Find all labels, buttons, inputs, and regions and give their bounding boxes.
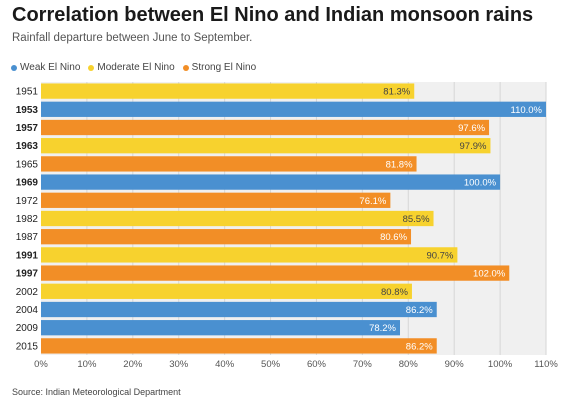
bar-value-label: 110.0% <box>510 105 542 116</box>
bar <box>41 301 437 318</box>
bar <box>41 83 415 99</box>
y-tick-label: 2015 <box>16 341 39 352</box>
chart-subtitle: Rainfall departure between June to Septe… <box>12 32 253 44</box>
y-tick-label: 1991 <box>16 250 39 261</box>
legend: Weak El Nino Moderate El Nino Strong El … <box>11 62 256 73</box>
bar-value-label: 81.3% <box>383 87 410 98</box>
bar-value-label: 78.2% <box>369 323 396 334</box>
bar <box>41 265 510 281</box>
bar <box>41 338 437 354</box>
bar <box>41 192 391 208</box>
y-tick-label: 1987 <box>16 232 39 243</box>
bar-value-label: 86.2% <box>406 305 433 316</box>
legend-label-moderate: Moderate El Nino <box>97 62 175 73</box>
legend-label-weak: Weak El Nino <box>20 62 81 73</box>
x-tick-label: 10% <box>77 359 97 370</box>
y-tick-label: 1963 <box>16 141 39 152</box>
legend-item-moderate: Moderate El Nino <box>88 62 175 73</box>
legend-label-strong: Strong El Nino <box>191 62 257 73</box>
chart-title: Correlation between El Nino and Indian m… <box>12 4 534 26</box>
x-tick-label: 110% <box>534 359 558 370</box>
bar <box>41 320 401 336</box>
bar-value-label: 80.6% <box>380 232 407 243</box>
y-tick-label: 2004 <box>16 305 39 316</box>
bar <box>41 174 501 190</box>
y-tick-label: 1997 <box>16 269 39 280</box>
source-note: Source: Indian Meteorological Department <box>12 387 181 397</box>
x-tick-label: 90% <box>445 359 465 370</box>
bar-value-label: 85.5% <box>403 214 430 225</box>
x-tick-label: 20% <box>123 359 143 370</box>
bar <box>41 101 546 117</box>
x-tick-label: 60% <box>307 359 327 370</box>
bar <box>41 119 490 136</box>
bar <box>41 247 458 263</box>
y-tick-label: 1957 <box>16 123 39 134</box>
x-tick-label: 70% <box>353 359 373 370</box>
bar-value-label: 81.8% <box>386 159 413 170</box>
y-tick-label: 1972 <box>16 196 39 207</box>
x-tick-label: 100% <box>488 359 513 370</box>
legend-dot-moderate <box>88 64 95 71</box>
legend-item-strong: Strong El Nino <box>182 62 257 73</box>
bar-value-label: 86.2% <box>406 341 433 352</box>
x-tick-label: 30% <box>169 359 189 370</box>
bar <box>41 138 491 154</box>
bar-value-label: 76.1% <box>359 196 386 207</box>
bar-value-label: 97.9% <box>460 141 487 152</box>
x-tick-label: 0% <box>34 359 48 370</box>
bar <box>41 229 412 245</box>
bar-value-label: 97.6% <box>458 123 485 134</box>
x-tick-label: 80% <box>399 359 419 370</box>
x-tick-label: 40% <box>215 359 235 370</box>
legend-dot-strong <box>182 64 189 71</box>
y-tick-label: 1951 <box>16 87 39 98</box>
bar-value-label: 90.7% <box>426 250 453 261</box>
bar-value-label: 102.0% <box>473 269 506 280</box>
bar-value-label: 100.0% <box>464 178 497 189</box>
y-tick-label: 2002 <box>16 287 39 298</box>
bar <box>41 156 417 172</box>
y-tick-label: 2009 <box>16 323 39 334</box>
x-tick-label: 50% <box>261 359 281 370</box>
bar <box>41 210 434 227</box>
y-tick-label: 1982 <box>16 214 39 225</box>
bar-value-label: 80.8% <box>381 287 408 298</box>
y-tick-label: 1953 <box>16 105 39 116</box>
bar <box>41 283 412 299</box>
y-tick-label: 1969 <box>16 178 39 189</box>
legend-item-weak: Weak El Nino <box>11 62 80 73</box>
y-tick-label: 1965 <box>16 159 39 170</box>
legend-dot-weak <box>11 64 17 71</box>
